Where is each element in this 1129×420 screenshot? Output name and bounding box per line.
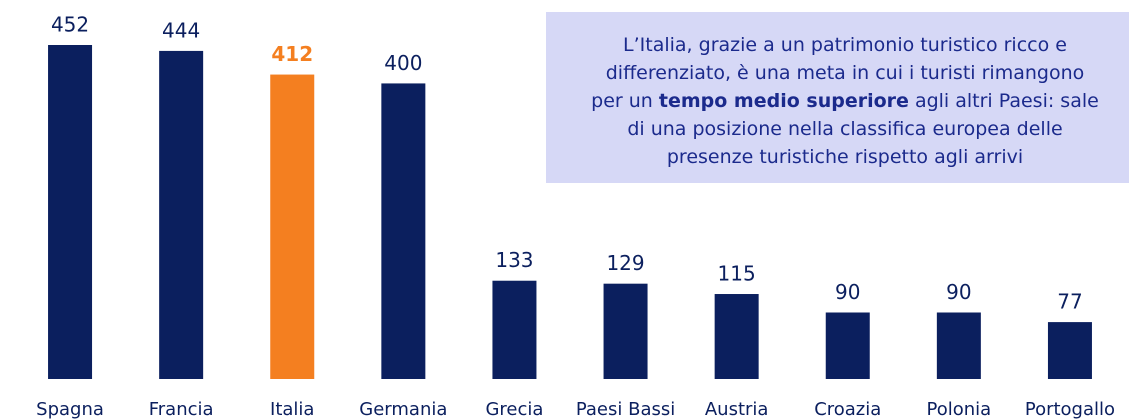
annotation-line: per un tempo medio superiore agli altri … — [591, 90, 1099, 112]
x-tick-label: Francia — [149, 399, 214, 420]
annotation-line: presenze turistiche rispetto agli arrivi — [667, 146, 1023, 168]
bar — [936, 312, 981, 379]
bar — [48, 45, 93, 379]
x-tick-label: Spagna — [36, 399, 104, 420]
x-tick-label: Portogallo — [1025, 399, 1115, 420]
bar — [1047, 322, 1092, 379]
value-label: 129 — [606, 251, 644, 275]
bar — [714, 294, 759, 379]
bar — [825, 312, 870, 379]
value-label: 90 — [835, 280, 860, 304]
x-tick-label: Italia — [270, 399, 314, 420]
x-tick-label: Austria — [705, 399, 769, 420]
annotation-line: differenziato, è una meta in cui i turis… — [606, 62, 1085, 84]
annotation-line: L’Italia, grazie a un patrimonio turisti… — [623, 34, 1067, 56]
value-label: 115 — [718, 262, 756, 286]
annotation-line: di una posizione nella classifica europe… — [627, 118, 1062, 140]
value-label: 452 — [51, 13, 89, 37]
x-tick-label: Grecia — [485, 399, 543, 420]
bar — [381, 83, 426, 380]
value-label: 77 — [1057, 290, 1082, 314]
bar — [270, 74, 315, 379]
bar — [603, 283, 648, 379]
value-label: 90 — [946, 280, 971, 304]
bar — [159, 50, 204, 380]
annotation-box — [546, 12, 1129, 183]
bar — [492, 280, 537, 379]
value-label: 412 — [271, 42, 313, 66]
x-tick-label: Polonia — [927, 399, 992, 420]
value-label: 400 — [384, 51, 422, 75]
x-tick-label: Germania — [359, 399, 447, 420]
value-label: 133 — [495, 248, 533, 272]
x-tick-label: Croazia — [814, 399, 881, 420]
value-label: 444 — [162, 18, 200, 42]
x-tick-label: Paesi Bassi — [576, 399, 675, 420]
